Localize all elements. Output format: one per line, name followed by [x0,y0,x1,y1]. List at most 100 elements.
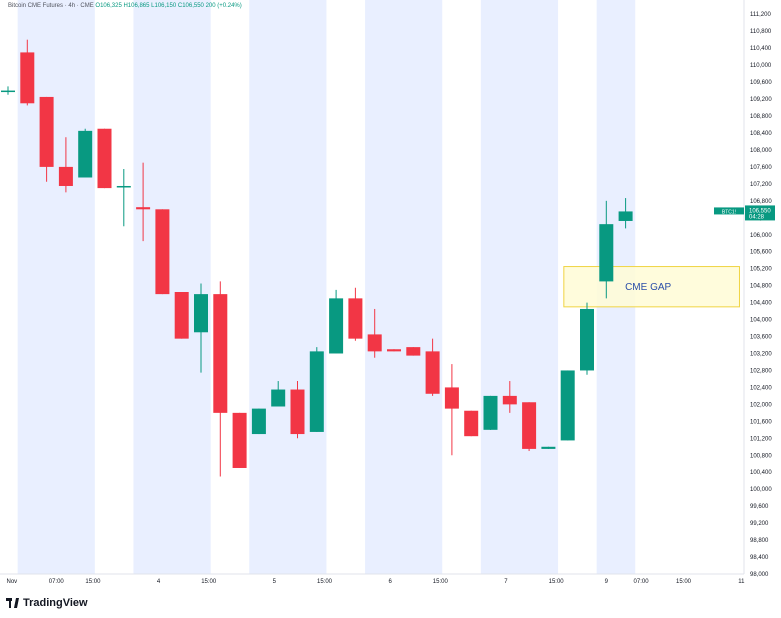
symbol-price-tag [714,207,744,215]
bar-countdown: 04:28 [749,214,765,220]
candle-up [329,298,344,354]
y-tick-label: 105,600 [750,250,772,256]
y-tick-label: 100,800 [750,453,772,459]
candle-down [97,128,112,189]
x-tick-label: 15:00 [549,579,565,585]
y-tick-label: 110,400 [750,46,772,52]
candle-down [502,395,517,405]
session-shading [133,0,211,574]
x-tick-label: 07:00 [49,579,65,585]
candle-up [251,408,266,435]
ohlc-open: O106,325 [95,3,122,9]
chart-area[interactable]: 98,000 98,400 98,800 99,200 99,600 100,000 100… [0,0,781,590]
cme-gap-label: CME GAP [625,282,671,293]
y-tick-label: 100,400 [750,470,772,476]
candle-up [78,130,93,178]
y-tick-label: 109,600 [750,80,772,86]
ohlc-change: 200 (+0.24%) [205,3,242,9]
y-tick-label: 106,800 [750,199,772,205]
candle-down [20,52,35,104]
candlestick-chart[interactable]: 98,000 98,400 98,800 99,200 99,600 100,000 100… [0,0,781,590]
candle-down [425,351,440,394]
y-tick-label: 103,600 [750,335,772,341]
tradingview-watermark[interactable]: TradingView [6,597,88,609]
y-tick-label: 109,200 [750,97,772,103]
y-tick-label: 102,000 [750,402,772,408]
y-tick-label: 105,200 [750,267,772,273]
y-tick-label: 101,600 [750,419,772,425]
candle-down [155,209,170,295]
x-tick-label: 15:00 [317,579,333,585]
y-tick-label: 104,400 [750,301,772,307]
candle-down [522,402,537,449]
x-tick-label: 5 [273,579,277,585]
cme-gap-box [563,266,740,308]
candle-down [387,349,401,352]
candle-up [560,370,575,441]
candle-up [309,351,324,432]
y-tick-label: 104,800 [750,284,772,290]
x-tick-label: 07:00 [634,579,650,585]
candle-up [271,389,286,407]
y-tick-label: 98,400 [750,555,769,561]
tradingview-logo-icon [6,598,19,608]
last-price-value: 106,550 [749,208,771,214]
y-tick-label: 107,200 [750,182,772,188]
ohlc-low: L106,150 [151,3,177,9]
y-tick-label: 108,400 [750,131,772,137]
candle-down [444,387,459,409]
y-tick-label: 103,200 [750,351,772,357]
candle-down [464,410,479,437]
y-tick-label: 102,800 [750,368,772,374]
y-tick-label: 100,000 [750,487,772,493]
y-tick-label: 104,000 [750,318,772,324]
y-tick-label: 106,000 [750,233,772,239]
y-tick-label: 107,600 [750,165,772,171]
symbol-header: Bitcoin CME Futures · 4h · CME O106,325 … [8,3,242,9]
x-tick-label: 15:00 [85,579,101,585]
x-tick-label: 15:00 [433,579,449,585]
x-tick-label: 7 [504,579,508,585]
session-shading [249,0,327,574]
x-tick-label: 15:00 [676,579,692,585]
candle-up [580,308,594,371]
y-tick-label: 110,000 [750,63,772,69]
symbol-name[interactable]: Bitcoin CME Futures [8,3,64,9]
y-tick-label: 99,600 [750,504,769,510]
y-tick-label: 102,400 [750,385,772,391]
ohlc-high: H106,865 [123,3,150,9]
candle-down [232,412,247,468]
y-tick-label: 99,200 [750,521,769,527]
candle-down [348,298,363,339]
y-tick-label: 108,800 [750,114,772,120]
candle-down [174,292,189,339]
brand-name: TradingView [23,597,88,609]
candle-up [116,185,131,188]
y-tick-label: 98,000 [750,572,769,578]
symbol-tag-label: BTC1! [722,209,736,215]
candle-up [599,224,614,282]
x-tick-label: 4 [157,579,161,585]
candle-up [618,211,633,221]
candle-down [367,334,382,352]
candle-up [194,294,208,333]
interval-label[interactable]: 4h [68,3,76,9]
candle-down [58,166,73,186]
x-tick-label: 9 [605,579,609,585]
x-tick-label: Nov [7,579,18,585]
y-tick-label: 110,800 [750,29,772,35]
candle-down [136,207,151,210]
candle-up [483,395,498,430]
x-tick-label: 6 [388,579,392,585]
session-shading [480,0,559,574]
candle-down [290,389,305,435]
candle-up [1,90,15,93]
y-tick-label: 101,200 [750,436,772,442]
candle-down [213,294,228,413]
x-tick-label: 11 [738,579,745,585]
x-tick-label: 15:00 [201,579,217,585]
session-shading [365,0,443,574]
candle-up [541,446,556,449]
candle-down [39,96,54,167]
y-tick-label: 98,800 [750,538,769,544]
